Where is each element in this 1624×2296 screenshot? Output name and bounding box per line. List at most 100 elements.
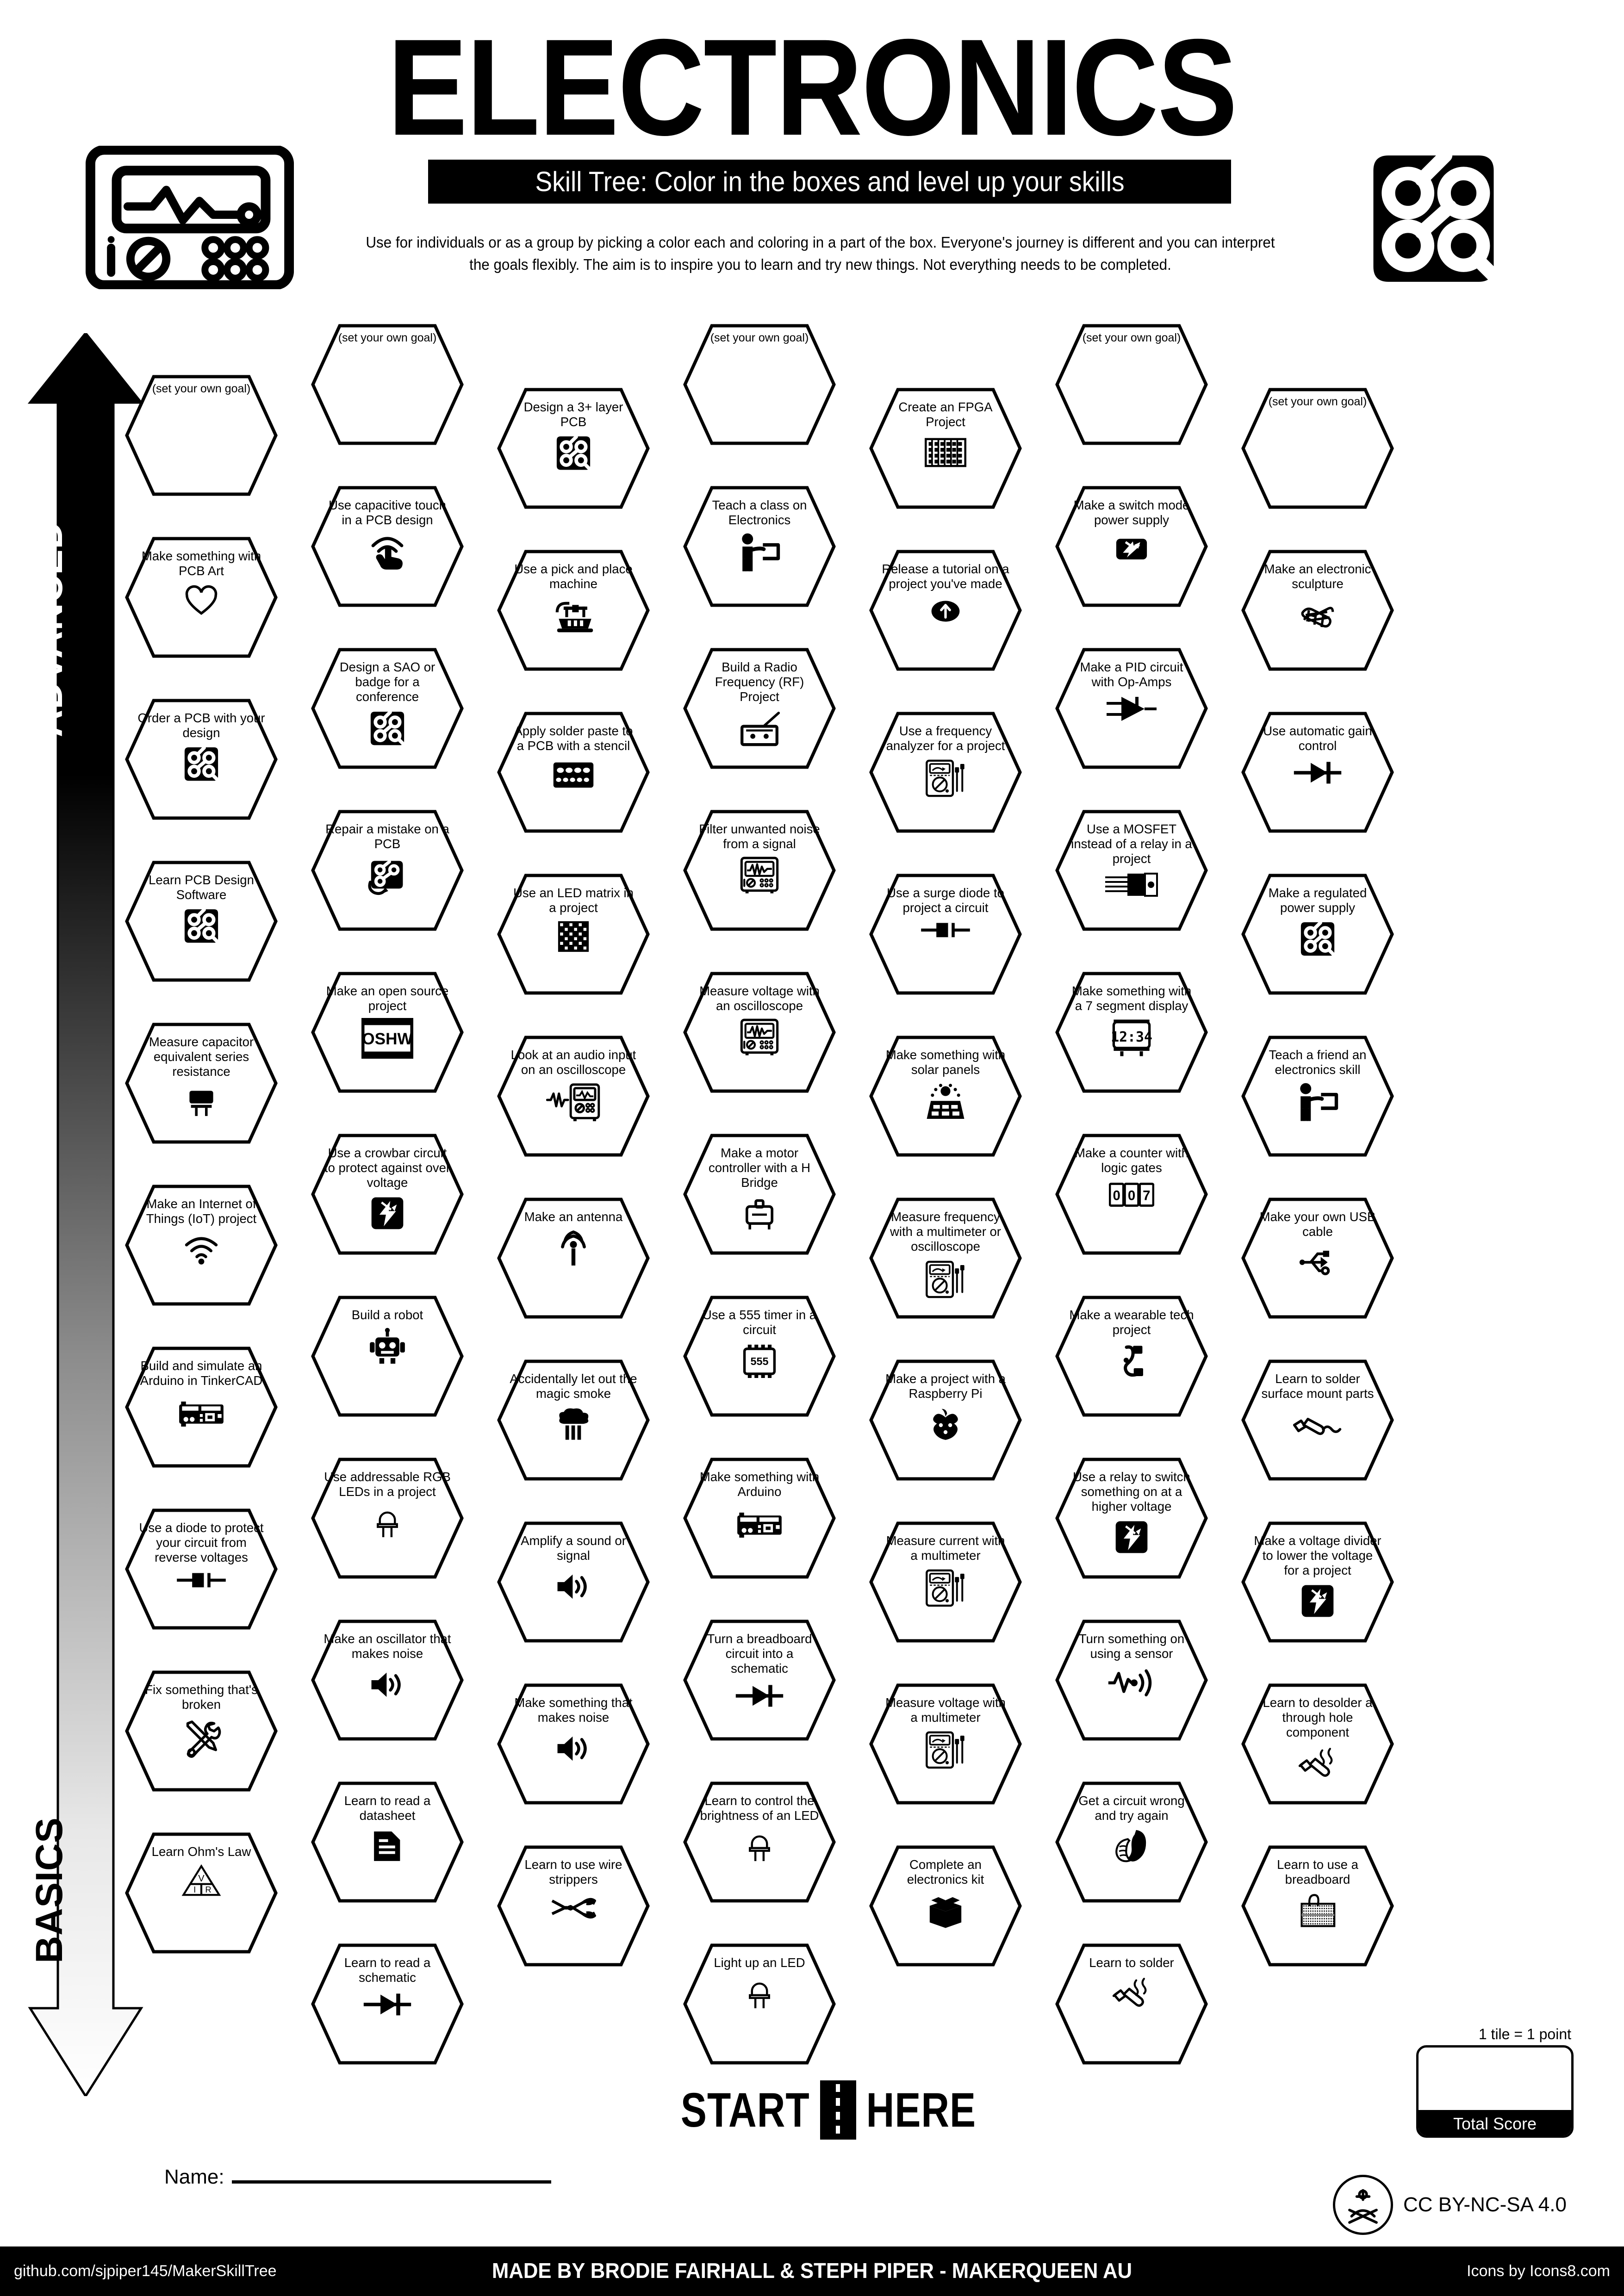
- skill-tile[interactable]: Filter unwanted noise from a signal: [683, 810, 836, 931]
- skill-tile[interactable]: Use a MOSFET instead of a relay in a pro…: [1055, 810, 1208, 931]
- skill-tile[interactable]: Order a PCB with your design: [125, 699, 278, 820]
- skill-tile[interactable]: Turn a breadboard circuit into a schemat…: [683, 1620, 836, 1741]
- skill-tile[interactable]: Apply solder paste to a PCB with a stenc…: [497, 712, 650, 833]
- skill-tile[interactable]: Make something that makes noise: [497, 1683, 650, 1805]
- skill-tile[interactable]: Measure voltage with an oscilloscope: [683, 972, 836, 1093]
- skill-tile[interactable]: Learn Ohm's Law V I R: [125, 1832, 278, 1954]
- skill-tile[interactable]: Make a voltage divider to lower the volt…: [1241, 1521, 1394, 1643]
- start-word: START: [680, 2082, 810, 2137]
- skill-tile[interactable]: Accidentally let out the magic smoke: [497, 1359, 650, 1481]
- skill-tile[interactable]: Learn to solder: [1055, 1943, 1208, 2065]
- svg-text:V: V: [198, 1874, 205, 1884]
- skill-tile[interactable]: Build a Radio Frequency (RF) Project: [683, 648, 836, 769]
- skill-tile[interactable]: Make a switch mode power supply: [1055, 486, 1208, 607]
- skill-tile[interactable]: Build and simulate an Arduino in TinkerC…: [125, 1347, 278, 1468]
- skill-tile[interactable]: Learn to control the brightness of an LE…: [683, 1781, 836, 1903]
- skill-tile[interactable]: Fix something that's broken: [125, 1670, 278, 1792]
- skill-tile[interactable]: (set your own goal): [683, 324, 836, 445]
- start-here-marker: START HERE: [653, 2080, 1004, 2140]
- skill-tile-label: Make an open source project: [326, 984, 449, 1013]
- skill-tile[interactable]: Make a motor controller with a H Bridge: [683, 1134, 836, 1255]
- skill-tile[interactable]: Make an Internet of Things (IoT) project: [125, 1185, 278, 1306]
- cc-badge-icon: [1333, 2175, 1393, 2235]
- footer-right-link[interactable]: Icons by Icons8.com: [1467, 2262, 1610, 2280]
- skill-tile[interactable]: Repair a mistake on a PCB: [311, 810, 464, 931]
- name-input[interactable]: [231, 2180, 551, 2184]
- skill-tile[interactable]: Measure capacitor equivalent series resi…: [125, 1023, 278, 1144]
- skill-tile[interactable]: Create an FPGA Project: [869, 388, 1022, 509]
- skill-tile[interactable]: Use automatic gain control: [1241, 712, 1394, 833]
- skill-tile[interactable]: Use a diode to protect your circuit from…: [125, 1508, 278, 1630]
- score-input-area[interactable]: [1419, 2048, 1571, 2110]
- skill-tile[interactable]: Release a tutorial on a project you've m…: [869, 550, 1022, 671]
- skill-tile[interactable]: Use a relay to switch something on at a …: [1055, 1458, 1208, 1579]
- skill-tile-label: Make something with PCB Art: [141, 549, 261, 578]
- skill-tile[interactable]: Get a circuit wrong and try again: [1055, 1781, 1208, 1903]
- skill-tile[interactable]: Measure current with a multimeter: [869, 1521, 1022, 1643]
- skill-tile[interactable]: Light up an LED: [683, 1943, 836, 2065]
- skill-tile-label: Make a wearable tech project: [1069, 1308, 1194, 1337]
- skill-tile[interactable]: Make something with solar panels: [869, 1036, 1022, 1157]
- document-icon: [311, 1828, 464, 1865]
- score-box[interactable]: Total Score: [1416, 2045, 1574, 2138]
- skill-tile[interactable]: Make a project with a Raspberry Pi: [869, 1359, 1022, 1481]
- skill-tile[interactable]: Use an LED matrix in a project: [497, 874, 650, 995]
- here-word: HERE: [866, 2082, 977, 2137]
- skill-tile-label: Learn to solder: [1089, 1955, 1174, 1970]
- skill-tile[interactable]: Use capacitive touch in a PCB design: [311, 486, 464, 607]
- skill-tile[interactable]: Use a 555 timer in a circuit 555: [683, 1296, 836, 1417]
- skill-tile[interactable]: Learn to use wire strippers: [497, 1845, 650, 1967]
- skill-tile[interactable]: Teach a class on Electronics: [683, 486, 836, 607]
- skill-tile[interactable]: Use addressable RGB LEDs in a project: [311, 1458, 464, 1579]
- skill-tile[interactable]: Amplify a sound or signal: [497, 1521, 650, 1643]
- skill-tile[interactable]: Make something with a 7 segment display 1…: [1055, 972, 1208, 1093]
- skill-tile[interactable]: Learn PCB Design Software: [125, 861, 278, 982]
- skill-tile-label: Learn to read a datasheet: [344, 1793, 431, 1823]
- skill-tile[interactable]: (set your own goal): [125, 375, 278, 496]
- skill-tile[interactable]: Learn to solder surface mount parts: [1241, 1359, 1394, 1481]
- skill-tile-label: Use a crowbar circuit to protect against…: [324, 1146, 451, 1190]
- skill-tile[interactable]: Use a crowbar circuit to protect against…: [311, 1134, 464, 1255]
- skill-tile-label: Use capacitive touch in a PCB design: [329, 498, 446, 527]
- skill-tile[interactable]: (set your own goal): [311, 324, 464, 445]
- skill-tile[interactable]: Complete an electronics kit: [869, 1845, 1022, 1967]
- skill-tile[interactable]: Use a pick and place machine: [497, 550, 650, 671]
- skill-tile[interactable]: Make a regulated power supply: [1241, 874, 1394, 995]
- svg-text:7: 7: [1143, 1188, 1150, 1204]
- skill-tile[interactable]: Make a counter with logic gates 0 0 7: [1055, 1134, 1208, 1255]
- skill-tile[interactable]: Measure frequency with a multimeter or o…: [869, 1198, 1022, 1319]
- skill-tile[interactable]: Learn to use a breadboard: [1241, 1845, 1394, 1967]
- skill-tile[interactable]: Build a robot: [311, 1296, 464, 1417]
- skill-tile[interactable]: Use a surge diode to project a circuit: [869, 874, 1022, 995]
- speaker-icon: [497, 1730, 650, 1768]
- diode-component-icon: [125, 1570, 278, 1590]
- skill-tile[interactable]: Learn to desolder a through hole compone…: [1241, 1683, 1394, 1805]
- skill-tile[interactable]: (set your own goal): [1241, 388, 1394, 509]
- skill-tile[interactable]: Make an antenna: [497, 1198, 650, 1319]
- skill-tile[interactable]: Make something with PCB Art: [125, 537, 278, 658]
- skill-tile[interactable]: Look at an audio input on an oscilloscop…: [497, 1036, 650, 1157]
- footer-left-link[interactable]: github.com/sjpiper145/MakerSkillTree: [14, 2262, 277, 2280]
- skill-tile[interactable]: (set your own goal): [1055, 324, 1208, 445]
- skill-tile[interactable]: Make an open source project OSHW: [311, 972, 464, 1093]
- skill-tile[interactable]: Teach a friend an electronics skill: [1241, 1036, 1394, 1157]
- skill-tile[interactable]: Learn to read a schematic: [311, 1943, 464, 2065]
- skill-tile[interactable]: Measure voltage with a multimeter: [869, 1683, 1022, 1805]
- skill-tile[interactable]: Make your own USB cable: [1241, 1198, 1394, 1319]
- skill-tile-label: Use a diode to protect your circuit from…: [139, 1520, 264, 1565]
- skill-tile[interactable]: Design a 3+ layer PCB: [497, 388, 650, 509]
- skill-tile[interactable]: Make an electronic sculpture: [1241, 550, 1394, 671]
- skill-tile[interactable]: Make a PID circuit with Op-Amps: [1055, 648, 1208, 769]
- multimeter-icon: [869, 758, 1022, 799]
- skill-tile[interactable]: Design a SAO or badge for a conference: [311, 648, 464, 769]
- skill-tile[interactable]: Learn to read a datasheet: [311, 1781, 464, 1903]
- skill-tile[interactable]: Make something with Arduino: [683, 1458, 836, 1579]
- skill-tile[interactable]: Turn something on using a sensor: [1055, 1620, 1208, 1741]
- oscilloscope-icon: [86, 146, 294, 289]
- skill-tile-label: Use automatic gain control: [1263, 724, 1372, 753]
- instructions-text: Use for individuals or as a group by pic…: [366, 234, 1275, 273]
- skill-tile[interactable]: Use a frequency analyzer for a project: [869, 712, 1022, 833]
- skill-tile-label: Learn to control the brightness of an LE…: [700, 1793, 819, 1823]
- skill-tile[interactable]: Make an oscillator that makes noise: [311, 1620, 464, 1741]
- skill-tile[interactable]: Make a wearable tech project: [1055, 1296, 1208, 1417]
